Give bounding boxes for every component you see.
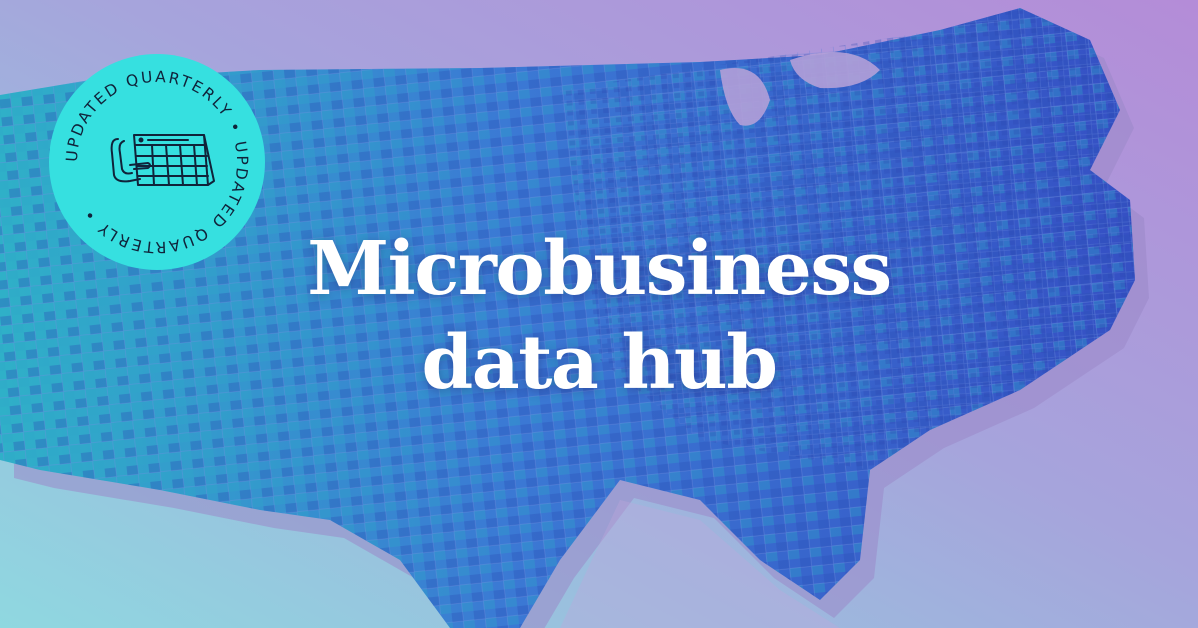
title-line-2: data hub (421, 320, 778, 406)
updated-quarterly-badge: UPDATED QUARTERLY • UPDATED QUARTERLY • (49, 54, 265, 270)
calendar-icon (110, 134, 215, 186)
title-line-1: Microbusiness (307, 226, 892, 312)
page-title: Microbusiness data hub (0, 222, 1198, 410)
